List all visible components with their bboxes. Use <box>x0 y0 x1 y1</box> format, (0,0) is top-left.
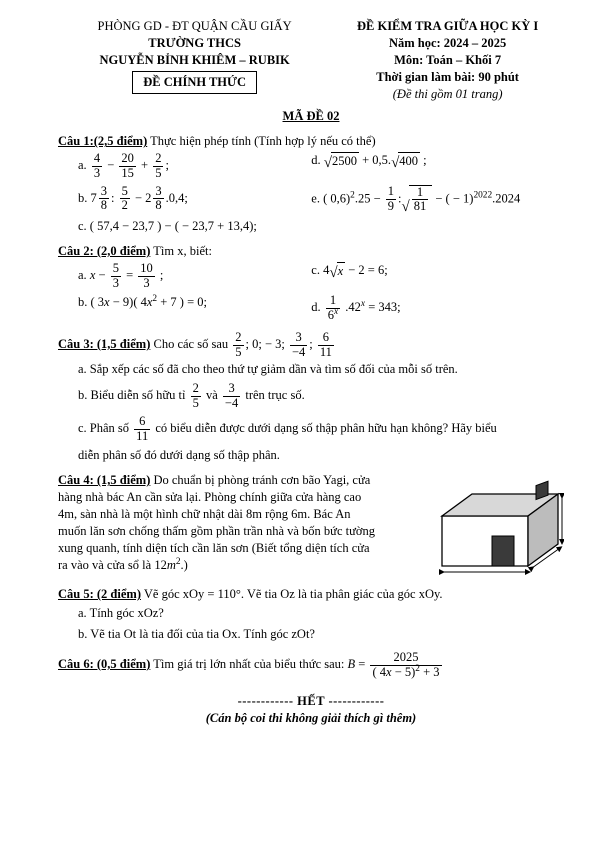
q5-a: a. Tính góc xOz? <box>78 603 564 624</box>
frac: 25 <box>153 152 163 181</box>
q1-b-label: b. <box>78 191 87 205</box>
q3-c-text1: c. Phân số <box>78 421 132 435</box>
q3-b: b. Biểu diễn số hữu tỉ 25 và 3−4 trên tr… <box>78 380 564 413</box>
q6-title: Câu 6: (0,5 điểm) <box>58 657 150 671</box>
frac: 2025( 4x − 5)2 + 3 <box>370 651 441 680</box>
question-3: Câu 3: (1,5 điểm) Cho các số sau 25; 0; … <box>58 331 564 466</box>
q3-a: a. Sắp xếp các số đã cho theo thứ tự giả… <box>78 359 564 380</box>
pages-line: (Đề thi gồm 01 trang) <box>331 86 564 103</box>
frac: 25 <box>191 382 201 411</box>
duration-line: Thời gian làm bài: 90 phút <box>331 69 564 86</box>
sqrt: √181 <box>402 185 433 215</box>
frac: 103 <box>138 262 155 291</box>
question-2: Câu 2: (2,0 điểm) Tìm x, biết: a. x − 53… <box>58 243 564 325</box>
q6-text: Tìm giá trị lớn nhất của biểu thức sau: <box>150 657 347 671</box>
frac: 53 <box>111 262 121 291</box>
q5-title: Câu 5: (2 điểm) <box>58 587 141 601</box>
exam-page: PHÒNG GD - ĐT QUẬN CẦU GIẤY TRƯỜNG THCS … <box>0 0 598 747</box>
q3-text: Cho các số sau <box>150 337 231 351</box>
footer-note: (Cán bộ coi thi không giải thích gì thêm… <box>58 710 564 727</box>
q1-c: c. ( 57,4 − 23,7 ) − ( − 23,7 + 13,4); <box>78 216 564 237</box>
question-5: Câu 5: (2 điểm) Vẽ góc xOy = 110°. Vẽ ti… <box>58 586 564 645</box>
header-right: ĐỀ KIỂM TRA GIỮA HỌC KỲ I Năm học: 2024 … <box>331 18 564 102</box>
end-line: ------------ HẾT ------------ <box>58 693 564 710</box>
q3-c-text2: có biểu diễn được dưới dạng số thập phân… <box>155 421 496 435</box>
dept-line: PHÒNG GD - ĐT QUẬN CẦU GIẤY <box>58 18 331 35</box>
frac: 19 <box>386 185 396 214</box>
frac: 16x <box>326 294 340 323</box>
q1-e: e. ( 0,6)2.25 − 19:√181 − ( − 1)2022.202… <box>311 183 544 217</box>
q3-c: c. Phân số 611 có biểu diễn được dưới dạ… <box>78 413 564 446</box>
q5-text: Vẽ góc xOy = 110°. Vẽ tia Oz là tia phân… <box>141 587 443 601</box>
footer: ------------ HẾT ------------ (Cán bộ co… <box>58 693 564 727</box>
header: PHÒNG GD - ĐT QUẬN CẦU GIẤY TRƯỜNG THCS … <box>58 18 564 102</box>
q4-l3: 4m, sàn nhà là một hình chữ nhật dài 8m … <box>58 507 351 521</box>
q2-c: c. 4√x − 2 = 6; <box>311 260 544 293</box>
q2-d: d. 16x .42x = 343; <box>311 292 544 325</box>
sqrt: √x <box>329 262 345 280</box>
question-1: Câu 1:(2,5 điểm) Thực hiện phép tính (Tí… <box>58 133 564 237</box>
q1-options: a. 43 − 2015 + 25; d. √2500 + 0,5.√400 ;… <box>78 150 564 237</box>
q3-c-cont: diễn phân số đó dưới dạng số thập phân. <box>78 445 564 466</box>
q1-title: Câu 1:(2,5 điểm) <box>58 134 147 148</box>
box-figure <box>436 474 564 576</box>
school-line2: NGUYỄN BỈNH KHIÊM – RUBIK <box>58 52 331 69</box>
q2-options: a. x − 53 = 103 ; c. 4√x − 2 = 6; b. ( 3… <box>78 260 564 325</box>
q3-b-text: b. Biểu diễn số hữu tỉ <box>78 388 189 402</box>
subject-line: Môn: Toán – Khối 7 <box>331 52 564 69</box>
frac: 3−4 <box>290 331 307 360</box>
frac: 38 <box>153 185 163 214</box>
q4-l5: xung quanh, tính diện tích cần lăn sơn (… <box>58 541 370 555</box>
q1-d-label: d. <box>311 153 320 167</box>
header-left: PHÒNG GD - ĐT QUẬN CẦU GIẤY TRƯỜNG THCS … <box>58 18 331 102</box>
q4-l4: muốn lăn sơn chống thấm gồm phần trần nh… <box>58 524 375 538</box>
q3-b-tail: trên trục số. <box>245 388 304 402</box>
q2-title: Câu 2: (2,0 điểm) <box>58 244 150 258</box>
school-year: Năm học: 2024 – 2025 <box>331 35 564 52</box>
q1-a: a. 43 − 2015 + 25; <box>78 150 311 183</box>
frac: 2015 <box>119 152 136 181</box>
frac: 3−4 <box>223 382 240 411</box>
q4-title: Câu 4: (1,5 điểm) <box>58 473 150 487</box>
frac: 38 <box>99 185 109 214</box>
official-box: ĐỀ CHÍNH THỨC <box>132 71 257 94</box>
school-line1: TRƯỜNG THCS <box>58 35 331 52</box>
frac: 611 <box>134 415 150 444</box>
frac: 611 <box>318 331 334 360</box>
q4-l6: ra vào và cửa sổ là 12 <box>58 558 167 572</box>
q1-text: Thực hiện phép tính (Tính hợp lý nếu có … <box>147 134 375 148</box>
q2-a: a. x − 53 = 103 ; <box>78 260 311 293</box>
q1-b: b. 738: 52 − 238.0,4; <box>78 183 311 217</box>
q1-d: d. √2500 + 0,5.√400 ; <box>311 150 544 183</box>
question-6: Câu 6: (0,5 điểm) Tìm giá trị lớn nhất c… <box>58 651 564 680</box>
exam-title: ĐỀ KIỂM TRA GIỮA HỌC KỲ I <box>331 18 564 35</box>
frac: 25 <box>233 331 243 360</box>
sqrt: √400 <box>391 152 420 170</box>
q1-e-label: e. <box>311 191 320 205</box>
q4-l2: hàng nhà bác An cần sửa lại. Phòng chính… <box>58 490 361 504</box>
frac: 43 <box>92 152 102 181</box>
q2-text: Tìm x, biết: <box>150 244 212 258</box>
frac: 52 <box>120 185 130 214</box>
q4-l1: Do chuẩn bị phòng tránh cơn bão Yagi, cử… <box>150 473 370 487</box>
question-4: Câu 4: (1,5 điểm) Do chuẩn bị phòng trán… <box>58 472 564 580</box>
q5-b: b. Vẽ tia Ot là tia đối của tia Ox. Tính… <box>78 624 564 645</box>
q2-b: b. ( 3x − 9)( 4x2 + 7 ) = 0; <box>78 292 311 325</box>
sqrt: √2500 <box>324 152 359 170</box>
q1-a-label: a. <box>78 158 87 172</box>
exam-code: MÃ ĐỀ 02 <box>58 108 564 125</box>
q3-title: Câu 3: (1,5 điểm) <box>58 337 150 351</box>
